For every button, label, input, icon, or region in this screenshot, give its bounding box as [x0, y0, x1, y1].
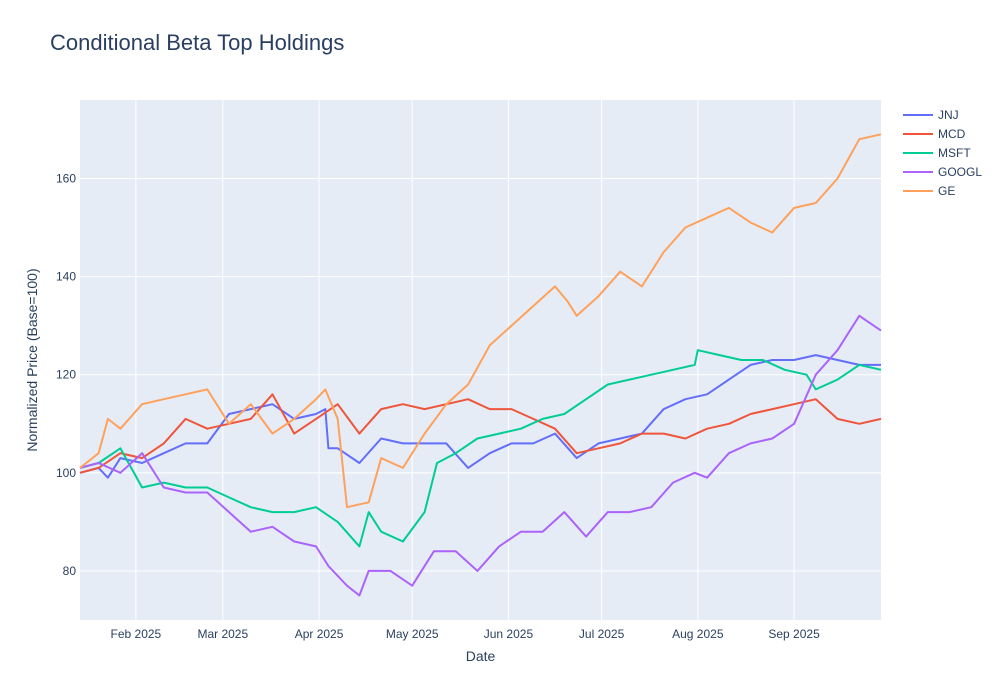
y-tick-label: 100 — [56, 466, 76, 480]
series-line-msft — [79, 349, 882, 548]
y-tick-label: 80 — [63, 564, 77, 578]
x-tick-label: Jun 2025 — [484, 627, 534, 641]
x-tick-label: Mar 2025 — [197, 627, 248, 641]
grid-layer — [80, 100, 881, 620]
series-line-mcd — [79, 393, 882, 474]
legend-item-msft[interactable]: MSFT — [903, 146, 971, 160]
x-axis-title: Date — [466, 648, 496, 664]
legend-item-mcd[interactable]: MCD — [903, 127, 966, 141]
x-tick-label: Sep 2025 — [768, 627, 820, 641]
y-axis-title: Normalized Price (Base=100) — [24, 268, 40, 451]
x-tick-label: May 2025 — [386, 627, 439, 641]
series-line-googl — [79, 314, 882, 597]
legend[interactable]: JNJ MCD MSFT GOOGL GE — [903, 108, 982, 198]
legend-item-googl[interactable]: GOOGL — [903, 165, 982, 179]
x-axis-ticks: Feb 2025 Mar 2025 Apr 2025 May 2025 Jun 2025… — [111, 627, 821, 641]
x-tick-label: Apr 2025 — [295, 627, 344, 641]
legend-item-jnj[interactable]: JNJ — [903, 108, 959, 122]
x-tick-label: Aug 2025 — [672, 627, 724, 641]
y-tick-label: 160 — [56, 171, 76, 185]
legend-label: MSFT — [938, 146, 971, 160]
x-tick-label: Feb 2025 — [111, 627, 162, 641]
legend-label: GE — [938, 184, 955, 198]
legend-label: GOOGL — [938, 165, 982, 179]
y-tick-label: 120 — [56, 368, 76, 382]
x-tick-label: Jul 2025 — [579, 627, 625, 641]
series-layer — [79, 133, 882, 597]
legend-label: JNJ — [938, 108, 959, 122]
series-line-ge — [79, 133, 882, 509]
chart-title: Conditional Beta Top Holdings — [50, 30, 344, 55]
series-line-jnj — [79, 354, 881, 479]
legend-label: MCD — [938, 127, 966, 141]
y-axis-ticks: 80 100 120 140 160 — [56, 171, 76, 577]
y-tick-label: 140 — [56, 270, 76, 284]
legend-item-ge[interactable]: GE — [903, 184, 955, 198]
